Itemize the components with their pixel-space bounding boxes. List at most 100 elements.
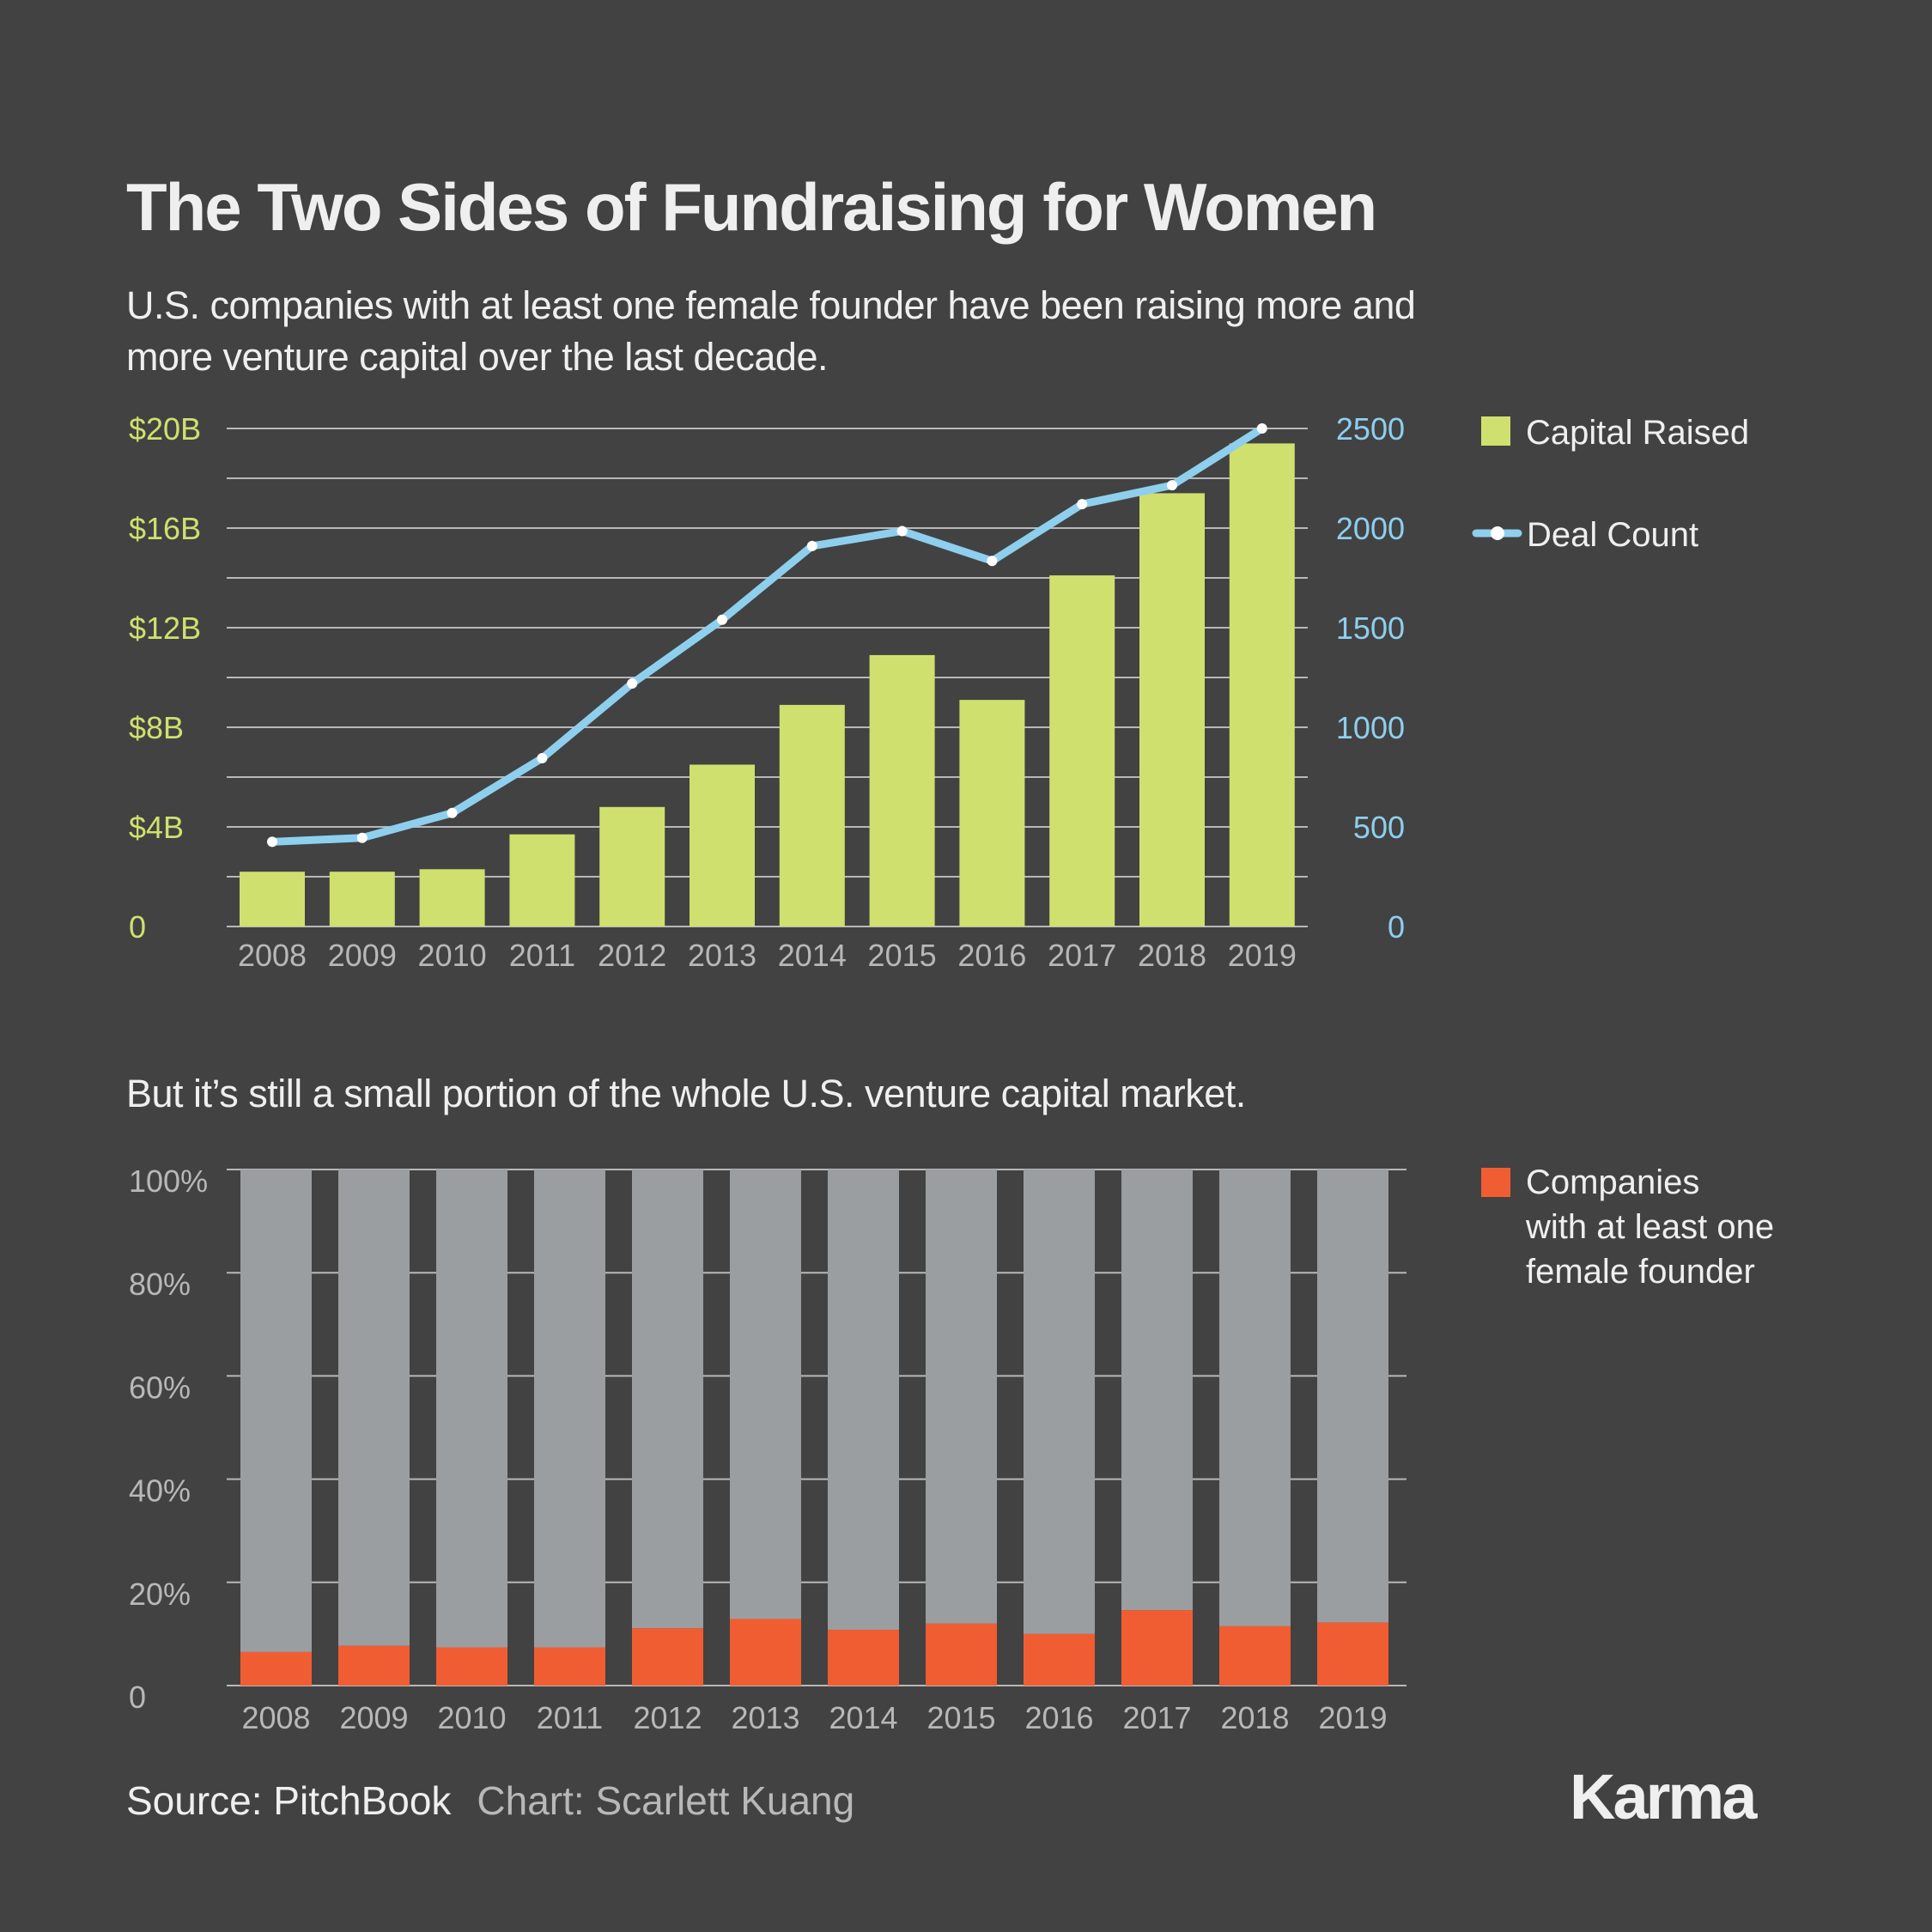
top-x-tick-label: 2010 bbox=[418, 938, 487, 973]
top-x-tick-label: 2013 bbox=[688, 938, 756, 973]
female-founder-bar-2010 bbox=[436, 1647, 507, 1686]
female-founder-bar-2016 bbox=[1024, 1633, 1095, 1686]
market-total-bar-2009 bbox=[338, 1170, 410, 1646]
capital-bar-2018 bbox=[1139, 493, 1205, 927]
top-chart-deal-line bbox=[267, 423, 1267, 848]
deal-count-point-2013 bbox=[717, 614, 727, 625]
deal-count-point-2014 bbox=[806, 540, 817, 551]
deal-count-point-2015 bbox=[896, 526, 908, 537]
bottom-x-tick-label: 2009 bbox=[339, 1700, 408, 1735]
capital-bar-2009 bbox=[329, 872, 395, 927]
top-chart-subtitle: U.S. companies with at least one female … bbox=[126, 283, 1416, 379]
capital-bar-2008 bbox=[240, 872, 305, 927]
bottom-x-tick-label: 2011 bbox=[537, 1700, 603, 1735]
capital-raised-legend-swatch bbox=[1481, 416, 1510, 446]
market-total-bar-2014 bbox=[828, 1170, 899, 1631]
market-total-bar-2008 bbox=[240, 1170, 312, 1652]
market-total-bar-2012 bbox=[632, 1170, 703, 1629]
footer: Source: PitchBook Chart: Scarlett Kuang bbox=[126, 1777, 854, 1824]
left-axis-tick-label: $8B bbox=[129, 710, 184, 745]
right-axis-tick-label: 1000 bbox=[1336, 710, 1405, 745]
capital-bar-2010 bbox=[419, 869, 485, 927]
female-founder-legend-label: Companies bbox=[1526, 1163, 1699, 1201]
bottom-chart-axes: 0 20% 40% 60% 80% 100% 2008 2009 2010 2011 2012 201… bbox=[129, 1163, 1388, 1735]
pct-axis-tick-label: 0 bbox=[129, 1680, 146, 1715]
deal-count-point-2016 bbox=[987, 556, 998, 567]
female-founder-bar-2011 bbox=[534, 1647, 605, 1686]
top-chart-bars bbox=[240, 443, 1295, 927]
pct-axis-tick-label: 60% bbox=[129, 1370, 191, 1405]
pct-axis-tick-label: 80% bbox=[129, 1267, 191, 1302]
top-chart-axes: 0 $4B $8B $12B $16B $20B 0 500 1000 1500 2000 2500 2… bbox=[129, 411, 1405, 973]
right-axis-tick-label: 2000 bbox=[1336, 511, 1405, 546]
left-axis-tick-label: $20B bbox=[129, 411, 201, 447]
capital-bar-2019 bbox=[1229, 443, 1295, 927]
bottom-chart-subtitle: But it’s still a small portion of the wh… bbox=[126, 1072, 1246, 1115]
female-founder-bar-2012 bbox=[632, 1628, 703, 1686]
bottom-x-tick-label: 2010 bbox=[437, 1700, 506, 1735]
capital-bar-2013 bbox=[690, 764, 755, 927]
deal-count-legend-marker bbox=[1491, 526, 1504, 540]
bottom-x-tick-label: 2015 bbox=[927, 1700, 995, 1735]
top-x-tick-label: 2008 bbox=[238, 938, 307, 973]
capital-bar-2017 bbox=[1049, 575, 1115, 927]
left-axis-tick-label: $12B bbox=[129, 611, 201, 646]
female-founder-bar-2008 bbox=[240, 1651, 312, 1686]
bottom-chart-gridlines bbox=[227, 1169, 1406, 1686]
deal-count-line bbox=[271, 425, 1265, 846]
bottom-chart-bars bbox=[240, 1170, 1388, 1686]
pct-axis-tick-label: 40% bbox=[129, 1473, 191, 1509]
top-x-tick-label: 2009 bbox=[328, 938, 397, 973]
right-axis-tick-label: 1500 bbox=[1336, 611, 1405, 646]
female-founder-bar-2015 bbox=[926, 1623, 997, 1686]
deal-count-point-2012 bbox=[627, 677, 638, 689]
bottom-chart-legend: Companies with at least one female founder bbox=[1481, 1163, 1774, 1291]
bottom-x-tick-label: 2014 bbox=[829, 1700, 897, 1735]
capital-bar-2012 bbox=[599, 806, 665, 927]
female-founder-bar-2009 bbox=[338, 1645, 410, 1686]
capital-bar-2014 bbox=[779, 704, 845, 927]
deal-count-point-2009 bbox=[356, 832, 368, 843]
left-axis-tick-label: $16B bbox=[129, 511, 201, 546]
left-axis-tick-label: 0 bbox=[129, 909, 146, 945]
deal-count-legend-label: Deal Count bbox=[1527, 516, 1698, 554]
capital-bar-2011 bbox=[509, 834, 575, 927]
market-total-bar-2011 bbox=[534, 1170, 605, 1648]
bottom-x-tick-label: 2017 bbox=[1122, 1700, 1191, 1735]
pct-axis-tick-label: 100% bbox=[129, 1163, 208, 1199]
market-total-bar-2016 bbox=[1024, 1170, 1095, 1634]
top-x-tick-label: 2012 bbox=[598, 938, 666, 973]
bottom-x-tick-label: 2012 bbox=[633, 1700, 702, 1735]
female-founder-legend-label: female founder bbox=[1526, 1253, 1755, 1291]
right-axis-tick-label: 500 bbox=[1353, 810, 1405, 845]
top-x-tick-label: 2019 bbox=[1228, 938, 1297, 973]
top-chart-gridlines bbox=[227, 428, 1308, 927]
market-total-bar-2015 bbox=[926, 1170, 997, 1624]
page-title: The Two Sides of Fundraising for Women bbox=[126, 169, 1377, 245]
female-founder-bar-2017 bbox=[1121, 1610, 1193, 1686]
bottom-x-tick-label: 2008 bbox=[241, 1700, 310, 1735]
top-x-tick-label: 2017 bbox=[1048, 938, 1116, 973]
top-x-tick-label: 2015 bbox=[868, 938, 937, 973]
deal-count-point-2017 bbox=[1077, 499, 1088, 510]
market-total-bar-2010 bbox=[436, 1170, 507, 1648]
deal-count-point-2011 bbox=[537, 752, 548, 763]
market-total-bar-2018 bbox=[1219, 1170, 1291, 1626]
female-founder-bar-2019 bbox=[1317, 1622, 1388, 1686]
source-text: Source: PitchBook bbox=[126, 1778, 452, 1823]
bottom-x-tick-label: 2018 bbox=[1220, 1700, 1289, 1735]
bottom-x-tick-label: 2013 bbox=[731, 1700, 799, 1735]
top-x-tick-label: 2014 bbox=[778, 938, 847, 973]
capital-raised-legend-label: Capital Raised bbox=[1526, 414, 1749, 452]
karma-logo: Karma bbox=[1570, 1761, 1757, 1832]
chart-credit: Chart: Scarlett Kuang bbox=[477, 1778, 855, 1823]
right-axis-tick-label: 2500 bbox=[1336, 411, 1405, 447]
female-founder-legend-swatch bbox=[1481, 1168, 1510, 1197]
pct-axis-tick-label: 20% bbox=[129, 1577, 191, 1612]
top-x-tick-label: 2016 bbox=[957, 938, 1026, 973]
capital-bar-2015 bbox=[869, 654, 935, 927]
deal-count-point-2019 bbox=[1256, 423, 1267, 434]
left-axis-tick-label: $4B bbox=[129, 810, 184, 845]
deal-count-point-2018 bbox=[1167, 480, 1177, 491]
